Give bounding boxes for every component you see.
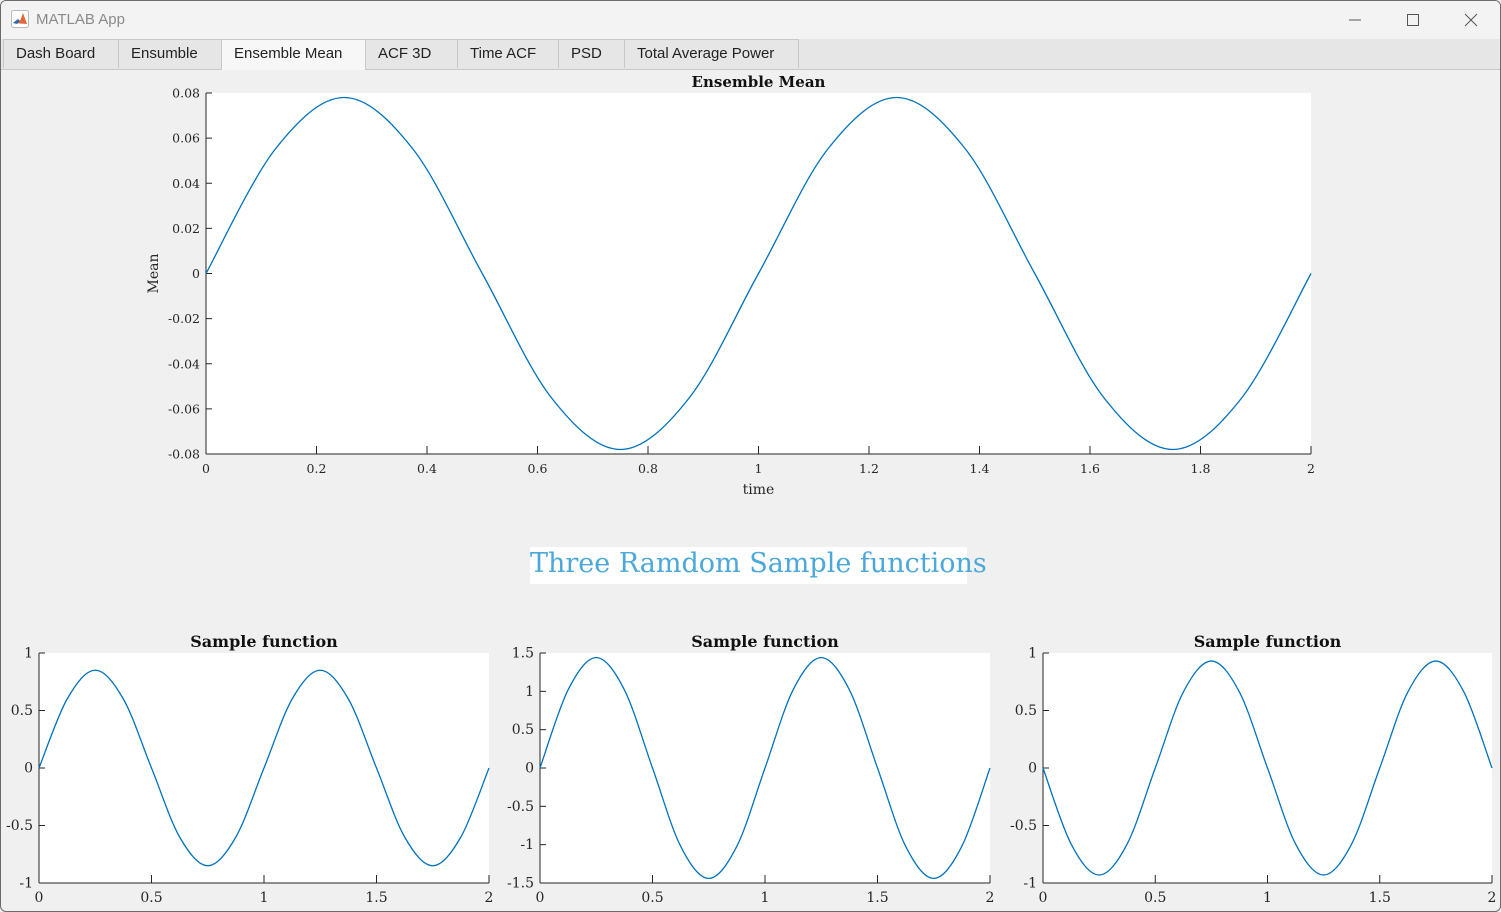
tab-total-average-power[interactable]: Total Average Power xyxy=(624,39,799,68)
tab-label: Ensemble Mean xyxy=(234,45,343,62)
tab-label: Ensumble xyxy=(131,45,198,62)
matlab-logo-icon xyxy=(11,10,29,28)
window-title: MATLAB App xyxy=(36,11,125,28)
tab-psd[interactable]: PSD xyxy=(558,39,625,68)
tab-label: Total Average Power xyxy=(637,45,775,62)
section-heading: Three Ramdom Sample functions xyxy=(530,547,987,584)
tab-ensemble-mean[interactable]: Ensemble Mean xyxy=(221,39,366,70)
tab-content: Three Ramdom Sample functions xyxy=(1,70,1500,911)
maximize-icon xyxy=(1407,14,1419,26)
tab-bar: Dash Board Ensumble Ensemble Mean ACF 3D… xyxy=(1,39,1500,70)
tab-ensumble[interactable]: Ensumble xyxy=(118,39,222,68)
tab-label: PSD xyxy=(571,45,602,62)
close-button[interactable] xyxy=(1442,1,1500,39)
tab-label: ACF 3D xyxy=(378,45,432,62)
minimize-button[interactable] xyxy=(1326,1,1384,39)
tab-acf-3d[interactable]: ACF 3D xyxy=(365,39,458,68)
section-heading-text: Three Ramdom Sample functions xyxy=(530,548,987,579)
title-bar: MATLAB App xyxy=(1,1,1500,39)
tab-time-acf[interactable]: Time ACF xyxy=(457,39,559,68)
tab-label: Time ACF xyxy=(470,45,537,62)
minimize-icon xyxy=(1349,19,1361,21)
close-icon xyxy=(1464,13,1478,27)
tab-label: Dash Board xyxy=(16,45,96,62)
tab-dash-board[interactable]: Dash Board xyxy=(3,39,119,68)
maximize-button[interactable] xyxy=(1384,1,1442,39)
